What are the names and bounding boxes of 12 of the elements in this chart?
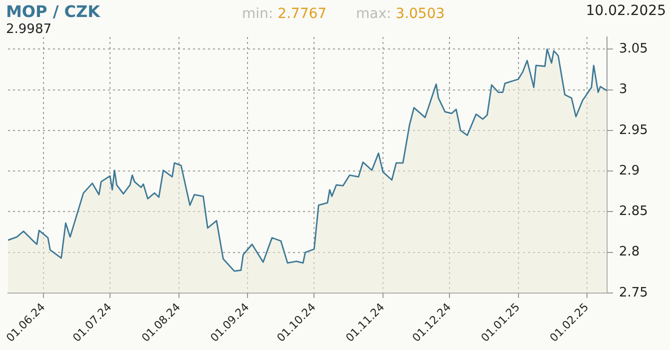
annotation: 2.9987 xyxy=(6,22,52,37)
text: 10.02.2025 xyxy=(586,3,666,19)
text: max: 3.0503 xyxy=(356,6,445,22)
y-tick-label: 3 xyxy=(619,82,628,98)
y-tick-label: 3.05 xyxy=(619,42,648,57)
chart-title: MOP / CZK xyxy=(6,2,100,21)
y-tick-label: 2.8 xyxy=(619,244,640,260)
y-tick-label: 2.75 xyxy=(619,285,648,300)
y-tick-label: 2.85 xyxy=(619,204,648,220)
y-tick-label: 2.9 xyxy=(619,163,640,178)
y-tick-label: 2.95 xyxy=(619,122,648,138)
text: min: 2.7767 xyxy=(242,6,327,22)
